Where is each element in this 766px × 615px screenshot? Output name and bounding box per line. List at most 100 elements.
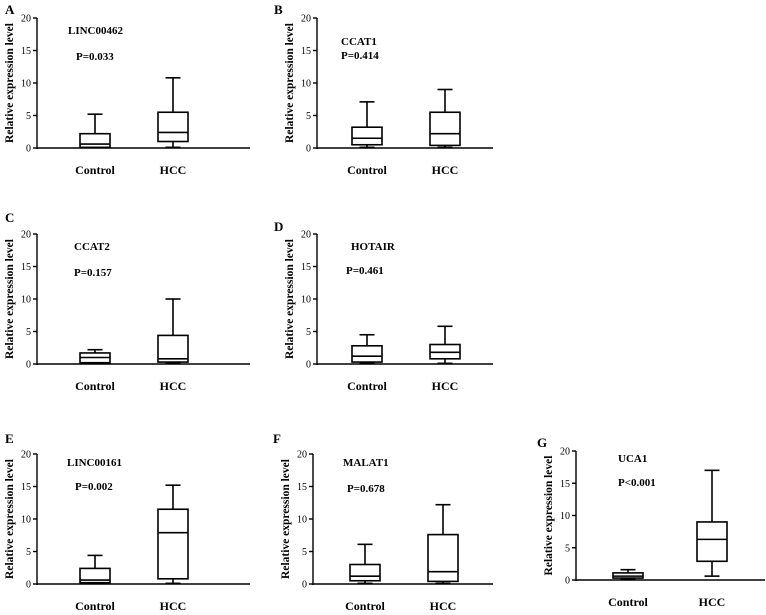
panel-a: A Relative expression level 0 5 10 15 20 LINC00… (4, 2, 250, 177)
x-category-label: Control (347, 379, 387, 393)
y-tick-label: 10 (560, 511, 570, 522)
box-hcc (696, 469, 728, 577)
y-tick-label: 0 (26, 580, 31, 591)
panel-letter: C (5, 210, 14, 225)
box-iqr (79, 132, 111, 149)
box-hcc (157, 298, 189, 365)
y-tick-label: 0 (306, 144, 311, 155)
y-tick-label: 15 (560, 479, 570, 490)
box-control (79, 348, 111, 365)
y-tick-label: 20 (301, 230, 311, 241)
y-tick-label: 15 (21, 482, 31, 493)
panel-c: C Relative expression level 0 5 10 15 20 CCAT2 P… (4, 210, 250, 393)
y-tick-label: 10 (297, 515, 307, 526)
y-tick-label: 15 (21, 46, 31, 57)
y-tick-label: 15 (21, 262, 31, 273)
x-category-label: Control (75, 599, 115, 613)
y-tick-label: 10 (301, 295, 311, 306)
p-value: P=0.033 (76, 51, 114, 63)
x-category-label: HCC (160, 163, 187, 177)
box-iqr (157, 334, 189, 363)
y-tick-label: 0 (26, 144, 31, 155)
box-iqr (157, 508, 189, 580)
y-tick-label: 20 (297, 450, 307, 461)
y-tick-label: 10 (301, 79, 311, 90)
box-control (79, 554, 111, 585)
y-tick-label: 0 (565, 576, 570, 587)
y-tick-label: 15 (301, 262, 311, 273)
y-tick-label: 5 (26, 327, 31, 338)
box-hcc (427, 503, 459, 585)
y-tick-label: 20 (21, 14, 31, 25)
gene-title: LINC00161 (67, 457, 122, 469)
panels-container: A Relative expression level 0 5 10 15 20 LINC00… (4, 2, 765, 613)
p-value: P<0.001 (618, 477, 656, 489)
y-tick-label: 15 (297, 482, 307, 493)
x-category-label: Control (75, 163, 115, 177)
y-tick-label: 10 (21, 295, 31, 306)
panel-letter: F (273, 431, 281, 446)
panel-letter: G (537, 435, 547, 450)
box-control (79, 113, 111, 149)
gene-title: CCAT2 (74, 241, 110, 253)
y-axis-label: Relative expression level (284, 239, 296, 359)
gene-title: MALAT1 (343, 457, 389, 469)
box-hcc (157, 484, 189, 585)
y-tick-label: 20 (301, 14, 311, 25)
box-control (351, 333, 383, 365)
box-iqr (157, 111, 189, 143)
box-iqr (429, 111, 461, 147)
y-tick-label: 10 (21, 515, 31, 526)
p-value: P=0.002 (75, 481, 113, 493)
y-tick-label: 15 (301, 46, 311, 57)
box-control (612, 568, 644, 581)
panel-letter: E (5, 431, 14, 446)
y-axis-label: Relative expression level (4, 239, 16, 359)
box-iqr (349, 563, 381, 582)
box-iqr (427, 533, 459, 583)
y-tick-label: 0 (302, 580, 307, 591)
panel-letter: B (274, 2, 283, 17)
x-category-label: Control (608, 595, 648, 609)
box-iqr (351, 126, 383, 146)
gene-title: HOTAIR (351, 241, 396, 253)
x-category-label: Control (347, 163, 387, 177)
p-value: P=0.461 (346, 265, 384, 277)
panel-letter: A (5, 2, 15, 17)
y-tick-label: 0 (306, 360, 311, 371)
x-category-label: HCC (160, 599, 187, 613)
panel-g: G Relative expression level 0 5 10 15 20 UCA1 P<… (537, 435, 765, 609)
gene-title: UCA1 (618, 453, 647, 465)
y-tick-label: 5 (26, 547, 31, 558)
p-value: P=0.414 (341, 50, 379, 62)
box-hcc (429, 88, 461, 149)
y-axis-label: Relative expression level (284, 23, 296, 143)
box-iqr (696, 521, 728, 563)
y-tick-label: 20 (21, 450, 31, 461)
y-tick-label: 5 (302, 547, 307, 558)
box-iqr (351, 344, 383, 363)
x-category-label: HCC (699, 595, 726, 609)
y-axis-label: Relative expression level (543, 456, 555, 576)
p-value: P=0.157 (74, 267, 112, 279)
gene-title: CCAT1 (341, 36, 377, 48)
y-axis-label: Relative expression level (4, 459, 16, 579)
y-tick-label: 5 (26, 111, 31, 122)
y-tick-label: 5 (565, 543, 570, 554)
y-tick-label: 20 (560, 447, 570, 458)
x-category-label: Control (75, 379, 115, 393)
y-tick-label: 5 (306, 327, 311, 338)
box-iqr (79, 567, 111, 584)
x-category-label: HCC (430, 599, 457, 613)
y-axis-label: Relative expression level (280, 459, 292, 579)
x-category-label: Control (345, 599, 385, 613)
y-tick-label: 5 (306, 111, 311, 122)
box-control (349, 543, 381, 585)
y-tick-label: 20 (21, 230, 31, 241)
p-value: P=0.678 (347, 483, 385, 495)
x-category-label: HCC (432, 163, 459, 177)
box-hcc (429, 325, 461, 365)
